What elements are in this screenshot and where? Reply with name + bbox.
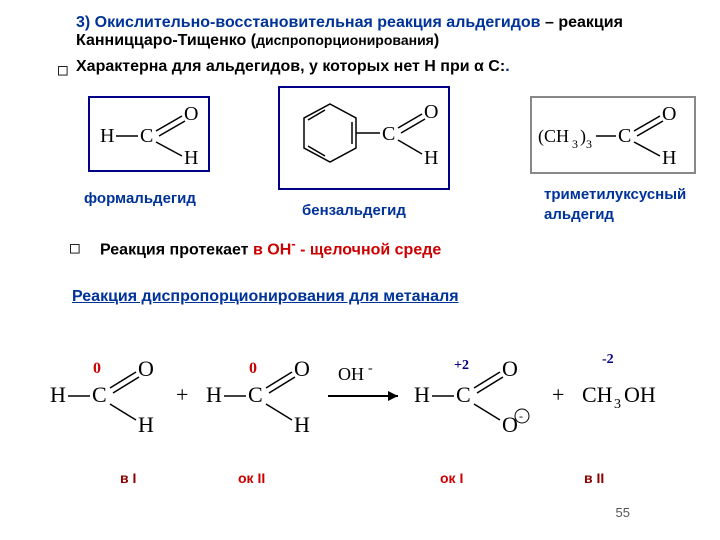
svg-text:C: C [456,382,471,407]
svg-text:(CH: (CH [538,126,569,147]
svg-text:H: H [414,382,430,407]
half-2: ок ІІ [238,470,265,486]
half-3: ок І [440,470,463,486]
svg-text:O: O [184,103,198,125]
page-number: 55 [616,505,630,520]
svg-text:3: 3 [614,397,621,412]
svg-text:O: O [502,356,518,381]
svg-text:H: H [100,125,114,147]
reaction-scheme: H C O H + H C O H ОН - H C O O - + [40,330,680,460]
bullet-2: Характерна для альдегидов, у которых нет… [76,58,505,75]
svg-text:O: O [502,412,518,437]
svg-text:H: H [662,147,676,169]
svg-text:3: 3 [572,137,578,151]
compound-box-1: H C O H [88,96,210,172]
line4: Реакция диспропорционирования для метана… [72,288,459,306]
svg-text:CH: CH [582,382,613,407]
svg-text:C: C [382,123,395,145]
svg-text:C: C [248,382,263,407]
svg-text:H: H [138,412,154,437]
svg-text:O: O [294,356,310,381]
svg-text:-: - [519,409,523,423]
title-par: диспропорционирования [256,32,434,48]
ox-3: +2 [454,358,469,374]
line3-c: - щелочной среде [296,241,442,258]
svg-text:H: H [424,147,438,169]
svg-text:H: H [294,412,310,437]
compound-label-1: формальдегид [84,190,196,207]
svg-text:C: C [618,125,631,147]
svg-text:ОН: ОН [338,364,364,384]
svg-text:H: H [206,382,222,407]
compound-label-2: бензальдегид [302,202,406,219]
compound-label-3b: альдегид [544,206,614,223]
ox-2: 0 [249,360,257,378]
svg-text:O: O [424,101,438,123]
svg-text:3: 3 [586,137,592,151]
svg-text:H: H [184,147,198,169]
svg-text:O: O [662,103,676,125]
svg-text:-: - [368,361,373,376]
dot: . [505,58,509,75]
svg-text:C: C [140,125,153,147]
compound-box-2: C O H [278,86,450,190]
title-par-close: ) [434,32,439,49]
ox-1: 0 [93,360,101,378]
svg-text:O: O [138,356,154,381]
svg-text:H: H [50,382,66,407]
compound-box-3: (CH 3 ) 3 C O H [530,96,696,174]
ox-4: -2 [602,352,614,368]
half-4: в ІІ [584,470,604,486]
svg-text:+: + [176,382,188,407]
half-1: в І [120,470,136,486]
title-prefix: 3) Окислительно-восстановительная реакци… [76,14,541,31]
svg-text:OH: OH [624,382,656,407]
line3-b: в ОН [249,241,292,258]
svg-text:+: + [552,382,564,407]
compound-label-3a: триметилуксусный [544,186,686,203]
svg-text:C: C [92,382,107,407]
line3-a: Реакция протекает [100,241,249,258]
